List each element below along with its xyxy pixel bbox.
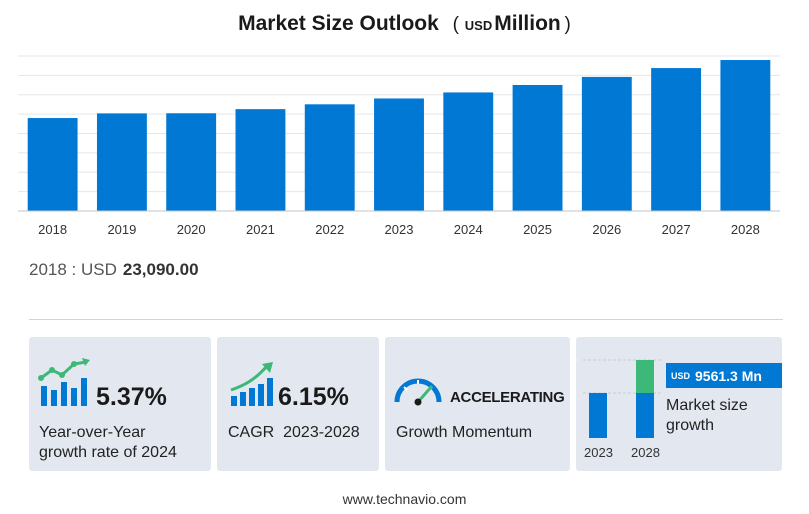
yoy-value: 5.37% xyxy=(96,383,167,411)
growth-card xyxy=(576,337,782,471)
growth-value-badge: USD 9561.3 Mn xyxy=(666,363,782,388)
title-currency: USD xyxy=(464,18,493,33)
momentum-caption: Growth Momentum xyxy=(396,424,533,441)
growth-bar-end-increment xyxy=(636,360,654,393)
growth-currency: USD xyxy=(671,370,691,381)
bar-2028 xyxy=(720,60,771,212)
x-tick-label-2028: 2028 xyxy=(731,222,760,237)
bar-2018 xyxy=(27,118,78,211)
growth-value: 9561.3 Mn xyxy=(695,367,762,384)
title-main: Market Size Outlook xyxy=(238,12,439,35)
baseline-amount: 23,090.00 xyxy=(122,260,199,279)
growth-comparison-bars xyxy=(583,359,663,438)
cagr-caption: CAGR 2023-2028 xyxy=(228,424,360,441)
momentum-value: ACCELERATING xyxy=(450,389,565,406)
growth-bars-icon xyxy=(38,358,90,406)
bar-2024 xyxy=(443,92,494,211)
trend-up-icon xyxy=(230,362,273,406)
growth-caption-line1: Market size xyxy=(666,397,748,414)
yoy-caption-line1: Year-over-Year xyxy=(39,424,146,441)
yoy-card xyxy=(29,337,211,471)
bar-2023 xyxy=(374,98,424,211)
x-tick-label-2024: 2024 xyxy=(454,222,483,237)
title-unit-group: ( USDMillion ) xyxy=(452,12,571,35)
yoy-caption: Year-over-Year growth rate of 2024 xyxy=(39,423,177,463)
bar-chart: 2018 2019 2020 2021 2022 2023 2024 2025 2026 2027… xyxy=(18,55,780,237)
x-tick-label-2018: 2018 xyxy=(38,222,67,237)
section-divider xyxy=(29,319,783,320)
growth-year-end: 2028 xyxy=(631,445,660,460)
bar-2027 xyxy=(651,68,702,211)
bar-2022 xyxy=(304,104,355,211)
yoy-caption-line2: growth rate of 2024 xyxy=(39,444,177,461)
growth-caption: Market size growth xyxy=(666,396,748,436)
x-tick-label-2020: 2020 xyxy=(177,222,206,237)
bar-2021 xyxy=(235,109,286,211)
x-tick-label-2026: 2026 xyxy=(592,222,621,237)
growth-caption-line2: growth xyxy=(666,417,715,434)
bar-2025 xyxy=(512,84,563,211)
baseline-value: 2018 : USD 23,090.00 xyxy=(29,260,199,280)
title-unit: Million xyxy=(494,12,561,35)
x-tick-label-2027: 2027 xyxy=(662,222,691,237)
baseline-label: 2018 : USD xyxy=(29,260,117,279)
chart-title: Market Size Outlook ( USDMillion ) xyxy=(0,12,809,36)
growth-year-start: 2023 xyxy=(584,445,613,460)
x-tick-label-2023: 2023 xyxy=(385,222,414,237)
x-tick-label-2022: 2022 xyxy=(315,222,344,237)
bar-2019 xyxy=(96,113,147,211)
bar-2020 xyxy=(166,113,217,211)
x-tick-label-2021: 2021 xyxy=(246,222,275,237)
speedometer-icon xyxy=(394,378,442,406)
x-tick-label-2025: 2025 xyxy=(523,222,552,237)
growth-bar-end-base xyxy=(636,393,654,438)
growth-bar-start xyxy=(589,393,607,438)
bar-2026 xyxy=(581,76,632,212)
x-tick-label-2019: 2019 xyxy=(107,222,136,237)
cagr-value: 6.15% xyxy=(278,383,349,411)
source-footer: www.technavio.com xyxy=(342,491,467,507)
